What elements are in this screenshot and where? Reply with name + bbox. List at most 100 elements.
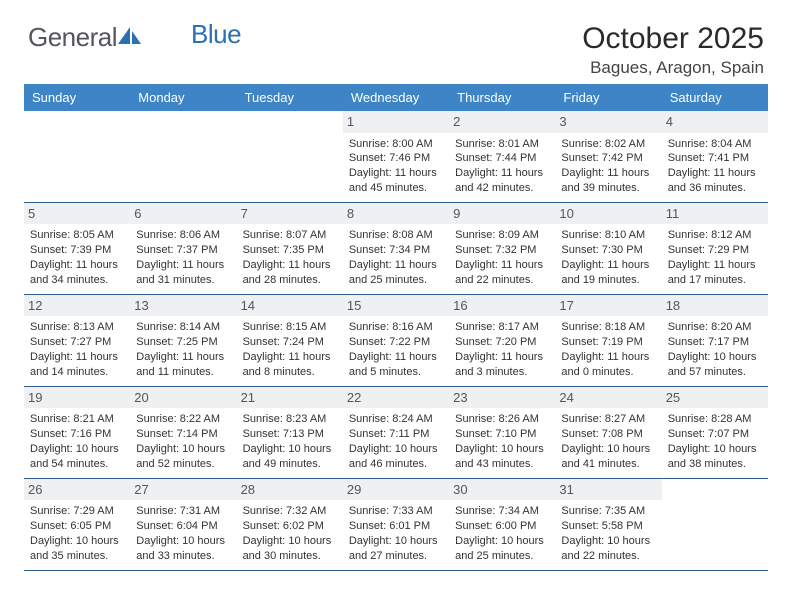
brand-sail-icon bbox=[117, 24, 143, 51]
sunrise-text: Sunrise: 8:28 AM bbox=[668, 412, 762, 427]
calendar-day-cell: 15Sunrise: 8:16 AMSunset: 7:22 PMDayligh… bbox=[343, 295, 449, 386]
calendar-day-cell: 30Sunrise: 7:34 AMSunset: 6:00 PMDayligh… bbox=[449, 479, 555, 570]
sunrise-text: Sunrise: 8:05 AM bbox=[30, 228, 124, 243]
calendar-day-cell: 9Sunrise: 8:09 AMSunset: 7:32 PMDaylight… bbox=[449, 203, 555, 294]
daylight-text-line1: Daylight: 10 hours bbox=[349, 442, 443, 457]
day-number: 4 bbox=[662, 111, 768, 133]
daylight-text-line1: Daylight: 11 hours bbox=[243, 258, 337, 273]
sunset-text: Sunset: 7:19 PM bbox=[561, 335, 655, 350]
sunrise-text: Sunrise: 8:02 AM bbox=[561, 137, 655, 152]
daylight-text-line2: and 41 minutes. bbox=[561, 457, 655, 472]
daylight-text-line2: and 19 minutes. bbox=[561, 273, 655, 288]
day-number: 27 bbox=[130, 479, 236, 501]
sunrise-text: Sunrise: 7:29 AM bbox=[30, 504, 124, 519]
daylight-text-line1: Daylight: 11 hours bbox=[243, 350, 337, 365]
day-number: 18 bbox=[662, 295, 768, 317]
calendar-empty-cell bbox=[130, 111, 236, 202]
day-number: 28 bbox=[237, 479, 343, 501]
sunrise-text: Sunrise: 8:20 AM bbox=[668, 320, 762, 335]
day-number: 12 bbox=[24, 295, 130, 317]
calendar-day-cell: 28Sunrise: 7:32 AMSunset: 6:02 PMDayligh… bbox=[237, 479, 343, 570]
calendar-day-cell: 27Sunrise: 7:31 AMSunset: 6:04 PMDayligh… bbox=[130, 479, 236, 570]
sunrise-text: Sunrise: 8:08 AM bbox=[349, 228, 443, 243]
daylight-text-line2: and 14 minutes. bbox=[30, 365, 124, 380]
day-number: 31 bbox=[555, 479, 661, 501]
day-header: Saturday bbox=[662, 84, 768, 111]
daylight-text-line1: Daylight: 11 hours bbox=[30, 258, 124, 273]
daylight-text-line2: and 11 minutes. bbox=[136, 365, 230, 380]
sunset-text: Sunset: 7:07 PM bbox=[668, 427, 762, 442]
day-number: 3 bbox=[555, 111, 661, 133]
daylight-text-line1: Daylight: 11 hours bbox=[561, 258, 655, 273]
calendar: SundayMondayTuesdayWednesdayThursdayFrid… bbox=[0, 84, 792, 571]
daylight-text-line2: and 42 minutes. bbox=[455, 181, 549, 196]
calendar-day-cell: 23Sunrise: 8:26 AMSunset: 7:10 PMDayligh… bbox=[449, 387, 555, 478]
daylight-text-line1: Daylight: 11 hours bbox=[136, 258, 230, 273]
sunrise-text: Sunrise: 8:21 AM bbox=[30, 412, 124, 427]
sunset-text: Sunset: 7:34 PM bbox=[349, 243, 443, 258]
daylight-text-line1: Daylight: 11 hours bbox=[455, 350, 549, 365]
daylight-text-line2: and 46 minutes. bbox=[349, 457, 443, 472]
calendar-day-cell: 1Sunrise: 8:00 AMSunset: 7:46 PMDaylight… bbox=[343, 111, 449, 202]
calendar-day-header-row: SundayMondayTuesdayWednesdayThursdayFrid… bbox=[24, 84, 768, 111]
day-number: 16 bbox=[449, 295, 555, 317]
calendar-day-cell: 2Sunrise: 8:01 AMSunset: 7:44 PMDaylight… bbox=[449, 111, 555, 202]
day-number: 24 bbox=[555, 387, 661, 409]
sunset-text: Sunset: 6:05 PM bbox=[30, 519, 124, 534]
daylight-text-line2: and 43 minutes. bbox=[455, 457, 549, 472]
sunrise-text: Sunrise: 7:35 AM bbox=[561, 504, 655, 519]
daylight-text-line1: Daylight: 11 hours bbox=[136, 350, 230, 365]
calendar-day-cell: 17Sunrise: 8:18 AMSunset: 7:19 PMDayligh… bbox=[555, 295, 661, 386]
calendar-day-cell: 16Sunrise: 8:17 AMSunset: 7:20 PMDayligh… bbox=[449, 295, 555, 386]
daylight-text-line2: and 31 minutes. bbox=[136, 273, 230, 288]
day-number: 2 bbox=[449, 111, 555, 133]
sunrise-text: Sunrise: 8:10 AM bbox=[561, 228, 655, 243]
daylight-text-line1: Daylight: 11 hours bbox=[561, 166, 655, 181]
day-number: 19 bbox=[24, 387, 130, 409]
calendar-empty-cell bbox=[24, 111, 130, 202]
daylight-text-line2: and 17 minutes. bbox=[668, 273, 762, 288]
sunset-text: Sunset: 7:08 PM bbox=[561, 427, 655, 442]
daylight-text-line1: Daylight: 11 hours bbox=[561, 350, 655, 365]
daylight-text-line2: and 8 minutes. bbox=[243, 365, 337, 380]
sunrise-text: Sunrise: 8:13 AM bbox=[30, 320, 124, 335]
daylight-text-line1: Daylight: 10 hours bbox=[136, 534, 230, 549]
daylight-text-line2: and 33 minutes. bbox=[136, 549, 230, 564]
sunset-text: Sunset: 7:17 PM bbox=[668, 335, 762, 350]
calendar-day-cell: 20Sunrise: 8:22 AMSunset: 7:14 PMDayligh… bbox=[130, 387, 236, 478]
calendar-day-cell: 22Sunrise: 8:24 AMSunset: 7:11 PMDayligh… bbox=[343, 387, 449, 478]
daylight-text-line1: Daylight: 10 hours bbox=[30, 534, 124, 549]
sunset-text: Sunset: 7:13 PM bbox=[243, 427, 337, 442]
sunrise-text: Sunrise: 8:00 AM bbox=[349, 137, 443, 152]
page-header: General Blue October 2025 Bagues, Aragon… bbox=[0, 0, 792, 84]
sunrise-text: Sunrise: 8:17 AM bbox=[455, 320, 549, 335]
sunrise-text: Sunrise: 7:33 AM bbox=[349, 504, 443, 519]
daylight-text-line1: Daylight: 11 hours bbox=[668, 258, 762, 273]
sunset-text: Sunset: 6:00 PM bbox=[455, 519, 549, 534]
sunrise-text: Sunrise: 8:07 AM bbox=[243, 228, 337, 243]
day-header: Thursday bbox=[449, 84, 555, 111]
sunset-text: Sunset: 6:04 PM bbox=[136, 519, 230, 534]
calendar-day-cell: 6Sunrise: 8:06 AMSunset: 7:37 PMDaylight… bbox=[130, 203, 236, 294]
sunrise-text: Sunrise: 8:12 AM bbox=[668, 228, 762, 243]
sunset-text: Sunset: 7:27 PM bbox=[30, 335, 124, 350]
daylight-text-line2: and 34 minutes. bbox=[30, 273, 124, 288]
day-number: 11 bbox=[662, 203, 768, 225]
calendar-day-cell: 31Sunrise: 7:35 AMSunset: 5:58 PMDayligh… bbox=[555, 479, 661, 570]
sunrise-text: Sunrise: 8:18 AM bbox=[561, 320, 655, 335]
brand-name-part2: Blue bbox=[191, 19, 241, 50]
sunset-text: Sunset: 7:41 PM bbox=[668, 151, 762, 166]
daylight-text-line2: and 45 minutes. bbox=[349, 181, 443, 196]
brand-logo: General Blue bbox=[28, 22, 241, 53]
calendar-day-cell: 7Sunrise: 8:07 AMSunset: 7:35 PMDaylight… bbox=[237, 203, 343, 294]
day-number: 20 bbox=[130, 387, 236, 409]
sunrise-text: Sunrise: 8:15 AM bbox=[243, 320, 337, 335]
sunset-text: Sunset: 5:58 PM bbox=[561, 519, 655, 534]
calendar-day-cell: 26Sunrise: 7:29 AMSunset: 6:05 PMDayligh… bbox=[24, 479, 130, 570]
sunset-text: Sunset: 7:24 PM bbox=[243, 335, 337, 350]
day-header: Monday bbox=[130, 84, 236, 111]
day-number: 15 bbox=[343, 295, 449, 317]
sunrise-text: Sunrise: 7:34 AM bbox=[455, 504, 549, 519]
daylight-text-line1: Daylight: 11 hours bbox=[455, 166, 549, 181]
day-number: 10 bbox=[555, 203, 661, 225]
